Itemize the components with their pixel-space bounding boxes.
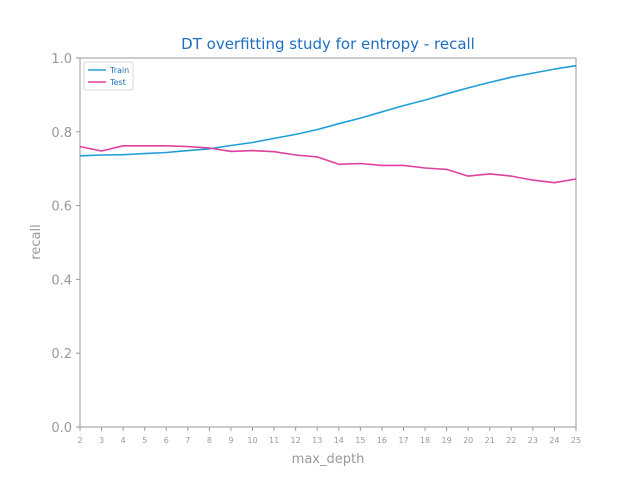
data-point-train — [273, 137, 275, 140]
series-line-test — [79, 145, 577, 184]
data-point-train — [424, 99, 426, 101]
data-point-train — [100, 154, 103, 156]
data-point-test — [338, 163, 340, 165]
y-axis-label: recall — [29, 224, 44, 259]
data-point-train — [532, 72, 534, 74]
y-tick-label: 0.4 — [51, 273, 72, 288]
legend-label-test: Test — [109, 78, 126, 87]
x-tick-label: 5 — [142, 436, 147, 445]
x-tick-label: 19 — [442, 436, 452, 445]
data-point-train — [251, 141, 254, 144]
data-point-train — [467, 87, 469, 89]
y-tick-label: 1.0 — [51, 52, 72, 67]
data-point-train — [165, 151, 167, 154]
data-point-test — [575, 178, 577, 180]
data-point-train — [510, 76, 512, 78]
data-point-train — [316, 128, 318, 131]
x-tick-label: 8 — [207, 436, 212, 445]
data-point-test — [467, 175, 469, 177]
x-tick-label: 2 — [77, 436, 82, 445]
data-point-test — [553, 182, 556, 184]
x-tick-label: 21 — [485, 436, 495, 445]
x-tick-label: 16 — [377, 436, 387, 445]
data-point-test — [165, 145, 167, 147]
data-point-test — [187, 145, 189, 148]
x-tick-label: 12 — [291, 436, 301, 445]
x-tick-label: 4 — [121, 436, 126, 445]
data-point-test — [251, 150, 254, 152]
data-point-test — [144, 145, 146, 147]
x-tick-label: 9 — [228, 436, 233, 445]
legend-box — [83, 61, 134, 91]
data-point-test — [510, 175, 512, 177]
data-point-test — [273, 151, 275, 153]
x-tick-label: 17 — [398, 436, 408, 445]
data-point-test — [532, 179, 534, 181]
y-tick-label: 0.8 — [51, 126, 72, 141]
data-point-train — [295, 133, 297, 135]
data-point-train — [230, 144, 232, 147]
y-tick-label: 0.2 — [51, 347, 72, 362]
data-point-train — [381, 111, 383, 113]
data-point-test — [381, 164, 383, 166]
x-tick-label: 24 — [549, 436, 559, 445]
data-point-test — [446, 168, 448, 171]
data-point-train — [359, 117, 361, 119]
x-tick-label: 11 — [269, 436, 279, 445]
data-point-train — [402, 105, 405, 107]
x-tick-label: 7 — [185, 436, 190, 445]
data-point-train — [122, 154, 124, 156]
data-point-test — [359, 162, 361, 165]
data-point-test — [424, 167, 426, 169]
x-tick-label: 22 — [506, 436, 516, 445]
data-point-test — [208, 147, 210, 149]
data-point-test — [100, 150, 103, 152]
data-point-test — [122, 145, 124, 147]
x-tick-label: 18 — [420, 436, 430, 445]
x-tick-label: 23 — [528, 436, 538, 445]
x-tick-label: 3 — [99, 436, 104, 445]
data-point-test — [295, 154, 297, 156]
x-tick-label: 25 — [571, 436, 581, 445]
data-point-train — [575, 65, 577, 67]
data-point-test — [316, 156, 318, 158]
data-point-train — [489, 81, 491, 83]
data-point-test — [79, 145, 81, 148]
data-point-train — [79, 155, 81, 157]
x-tick-label: 15 — [355, 436, 365, 445]
plot-area — [79, 57, 577, 428]
legend-label-train: Train — [109, 66, 129, 75]
data-point-train — [187, 150, 189, 152]
data-point-test — [402, 164, 405, 166]
data-point-test — [230, 150, 232, 152]
y-tick-label: 0.0 — [51, 421, 72, 436]
data-point-train — [338, 123, 340, 125]
y-tick-label: 0.6 — [51, 200, 72, 215]
chart-title: DT overfitting study for entropy - recal… — [181, 35, 475, 53]
data-point-train — [446, 93, 448, 95]
data-point-train — [144, 152, 146, 155]
data-point-test — [489, 173, 491, 175]
series-line-train — [79, 64, 577, 157]
x-axis-label: max_depth — [292, 452, 365, 467]
legend: Train Test — [83, 61, 134, 91]
x-tick-label: 6 — [164, 436, 169, 445]
data-point-train — [553, 68, 556, 70]
x-tick-label: 13 — [312, 436, 322, 445]
x-tick-label: 10 — [247, 436, 257, 445]
x-tick-label: 20 — [463, 436, 473, 445]
x-tick-label: 14 — [334, 436, 344, 445]
